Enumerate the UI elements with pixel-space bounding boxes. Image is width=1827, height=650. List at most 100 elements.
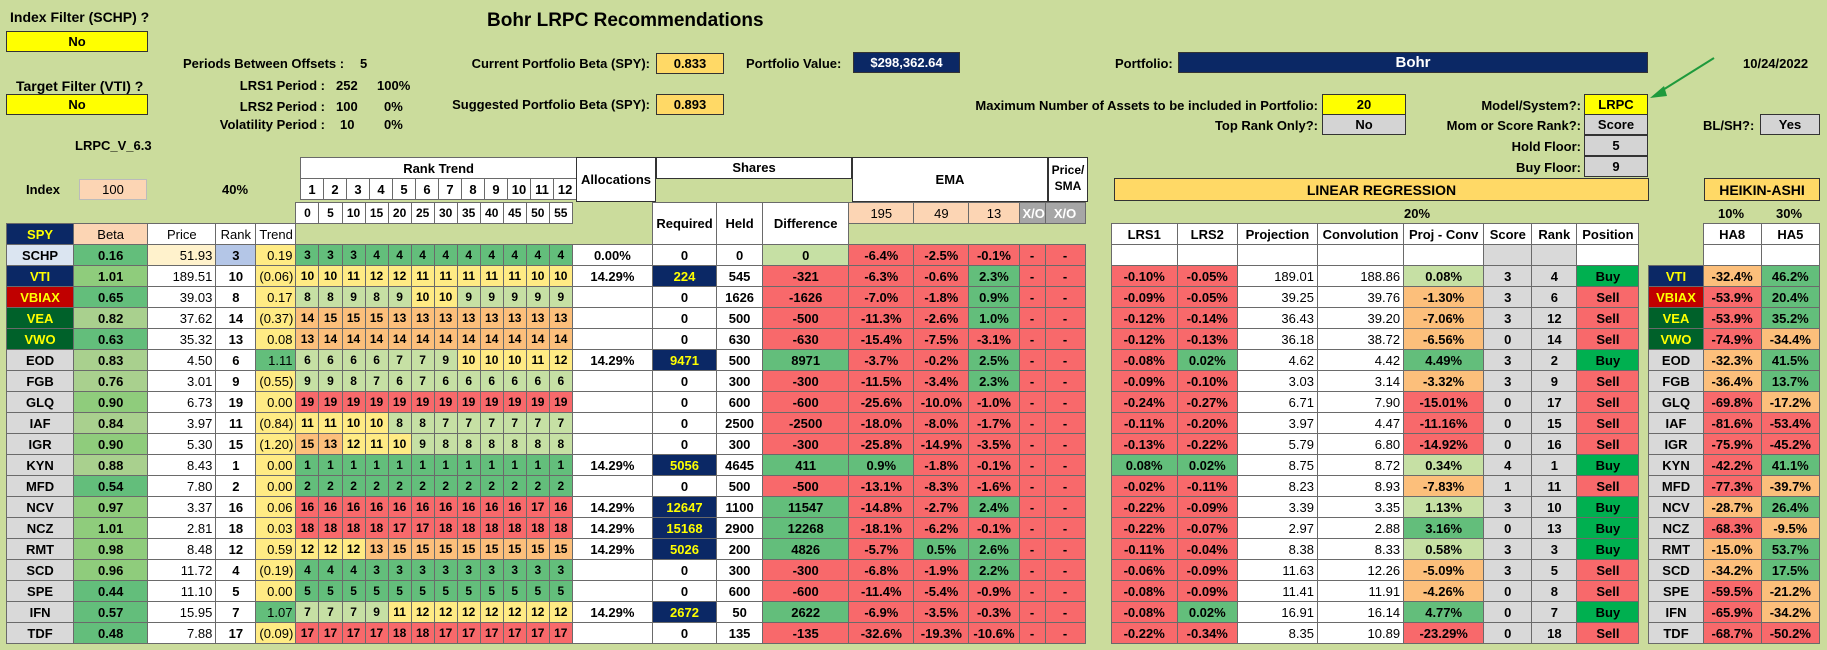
model-value[interactable]: LRPC [1584, 94, 1648, 115]
rank-trend-cell: 15 [387, 538, 412, 560]
lrs1-cell: -0.11% [1110, 412, 1178, 434]
lrs2-cell: -0.27% [1176, 391, 1238, 413]
rank2-cell [1531, 244, 1578, 266]
lrs2-label: LRS2 Period : [239, 99, 325, 114]
ema-49-cell: -2.7% [913, 496, 970, 518]
portfolio-name[interactable]: Bohr [1178, 52, 1648, 73]
ema-49-cell: -2.5% [913, 244, 970, 266]
target-filter-value[interactable]: No [6, 94, 148, 115]
table-row: VEA 0.82 37.62 14 (0.37) 14 15 15 15 13 13 13 13 13 13… [5, 307, 1821, 329]
ha5-cell: -39.7% [1760, 475, 1821, 497]
xo-cell: - [1044, 244, 1086, 266]
rank-trend-cell: 7 [341, 601, 366, 623]
xo-cell: - [1044, 475, 1086, 497]
rank-trend-cell: 17 [433, 622, 458, 644]
rank-trend-cell: 15 [479, 538, 504, 560]
rank-trend-cell: 10 [318, 265, 343, 287]
ticker2-cell: GLQ [1648, 391, 1704, 413]
rank-trend-cell: 19 [318, 391, 343, 413]
blank-cell [74, 203, 296, 224]
rank-trend-cell: 5 [318, 580, 343, 602]
held-cell: 500 [716, 475, 764, 497]
rank-trend-cell: 13 [479, 307, 504, 329]
ha8-cell: -15.0% [1702, 538, 1762, 560]
blsh-value[interactable]: Yes [1760, 114, 1820, 135]
index-filter-label: Index Filter (SCHP) ? [10, 9, 150, 25]
score-cell: 3 [1483, 559, 1533, 581]
beta-cell: 0.44 [73, 580, 149, 602]
rank-trend-num: 6 [415, 178, 439, 200]
xo-cell: - [1044, 538, 1086, 560]
rank-trend-cell: 14 [502, 328, 527, 350]
price-cell: 11.10 [147, 580, 217, 602]
gap-cell [1639, 476, 1649, 497]
ha5-cell: 26.4% [1760, 496, 1821, 518]
required-cell: 0 [651, 370, 718, 392]
projection-cell: 8.35 [1236, 622, 1318, 644]
rank-trend-cell: 3 [318, 244, 343, 266]
ticker-cell: EOD [5, 349, 75, 371]
position-cell: Buy [1576, 601, 1640, 623]
beta-cell: 0.97 [73, 496, 149, 518]
lrs2-cell: 0.02% [1176, 349, 1238, 371]
lrs2-cell: -0.05% [1176, 286, 1238, 308]
index-filter-value[interactable]: No [6, 31, 148, 52]
current-beta-label: Current Portfolio Beta (SPY): [471, 56, 650, 71]
rank-trend-cell: 16 [341, 496, 366, 518]
rank-trend-cell: 5 [456, 580, 481, 602]
rank-trend-cell: 8 [318, 286, 343, 308]
lrs2-value: 100 [336, 99, 358, 114]
rank2-cell: 2 [1531, 349, 1578, 371]
ha5-cell: 46.2% [1760, 265, 1821, 287]
ticker-cell: RMT [5, 538, 75, 560]
rank-trend-cell: 12 [341, 538, 366, 560]
ema-195-cell: -32.6% [848, 622, 915, 644]
ha5-cell: -17.2% [1760, 391, 1821, 413]
score-cell: 0 [1483, 580, 1533, 602]
proj-conv-cell: 3.16% [1403, 517, 1485, 539]
lrs2-cell: -0.07% [1176, 517, 1238, 539]
top-rank-value[interactable]: No [1322, 114, 1406, 135]
rank-trend-cell: 18 [433, 517, 458, 539]
table-row: FGB 0.76 3.01 9 (0.55) 9 9 8 7 6 7 6 6 6 6 6 6 0 300 -300 -1… [5, 370, 1821, 392]
table-row: SPE 0.44 11.10 5 0.00 5 5 5 5 5 5 5 5 5 5 5 5 0 600 -600 -11… [5, 580, 1821, 602]
gap-cell [1639, 245, 1649, 266]
buy-floor-value[interactable]: 9 [1584, 156, 1648, 177]
mom-score-value[interactable]: Score [1584, 114, 1648, 135]
projection-cell: 16.91 [1236, 601, 1318, 623]
ema-49-cell: -1.8% [913, 286, 970, 308]
rank-cell: 4 [215, 559, 257, 581]
allocation-cell: 14.29% [571, 538, 653, 560]
convolution-cell: 10.89 [1316, 622, 1405, 644]
rank-trend-cell: 14 [479, 328, 504, 350]
rank-cell: 6 [215, 349, 257, 371]
ema-13-cell: -0.1% [968, 517, 1020, 539]
rank-trend-cell: 8 [341, 370, 366, 392]
rank-trend-cell: 14 [387, 328, 412, 350]
blank-cell [7, 203, 74, 224]
trend-cell: (0.37) [255, 307, 297, 329]
rank-trend-cell: 3 [410, 559, 435, 581]
spy-header: SPY [5, 223, 75, 245]
rank-cell: 12 [215, 538, 257, 560]
rank-trend-cell: 16 [433, 496, 458, 518]
position-cell: Buy [1576, 454, 1640, 476]
rank-trend-cell: 2 [318, 475, 343, 497]
ha8-header: HA8 [1702, 223, 1762, 245]
gap-cell [1085, 455, 1111, 476]
lrs1-cell: -0.08% [1110, 349, 1178, 371]
xo-cell: - [1044, 496, 1086, 518]
trend-cell: (0.55) [255, 370, 297, 392]
xo-cell: - [1044, 433, 1086, 455]
rank-trend-cell: 3 [364, 559, 389, 581]
trend-cell: 0.59 [255, 538, 297, 560]
hold-floor-value[interactable]: 5 [1584, 135, 1648, 156]
xo-cell: - [1018, 454, 1046, 476]
max-assets-value[interactable]: 20 [1322, 94, 1406, 115]
ema-49-cell: -3.5% [913, 601, 970, 623]
rank-trend-cell: 11 [456, 265, 481, 287]
convolution-header: Convolution [1316, 223, 1405, 245]
rank-trend-cell: 15 [548, 538, 573, 560]
difference-cell: -2500 [762, 412, 850, 434]
price-cell: 3.01 [147, 370, 217, 392]
